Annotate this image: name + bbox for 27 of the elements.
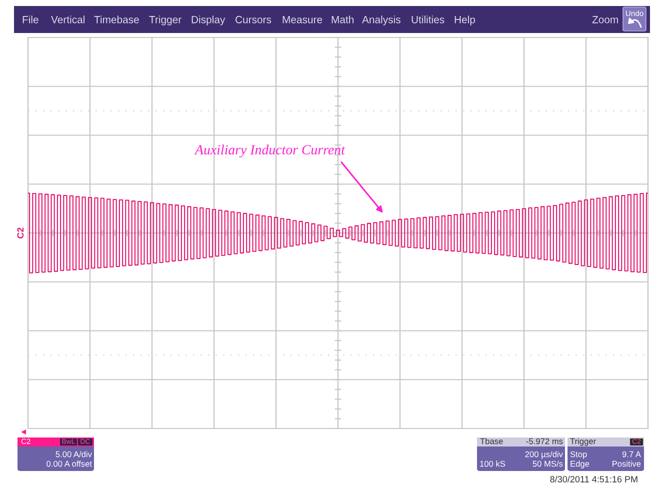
text: 9.7 A [622,451,641,458]
text: Tbase [480,438,503,444]
text: Edge [570,460,590,468]
text: Trigger [570,438,596,446]
text: Stop [570,451,587,459]
text: 0.00 A offset [46,460,92,467]
text: 100 kS [480,460,506,467]
text: 8/30/2011 4:51:16 PM [550,476,638,482]
text: Cursors [236,16,272,24]
text: 50 MS/s [532,460,563,467]
text: C2 [17,228,24,238]
text: Timebase [94,16,139,24]
text: File [22,16,38,24]
text: -5.972 ms [526,438,563,444]
text: Help [454,16,475,26]
text: Zoom [592,16,618,24]
text: 200 µs/div [525,451,563,459]
text: Vertical [51,16,84,24]
text: Trigger [149,16,182,26]
text: Measure [282,16,322,24]
text: Math [332,16,354,24]
text: Analysis [362,16,400,26]
text: Display [192,16,226,26]
text: 5.00 A/div [56,451,92,458]
text: Auxiliary Inductor Current [194,144,346,158]
text: Positive [612,460,641,467]
text: Utilities [412,16,444,24]
